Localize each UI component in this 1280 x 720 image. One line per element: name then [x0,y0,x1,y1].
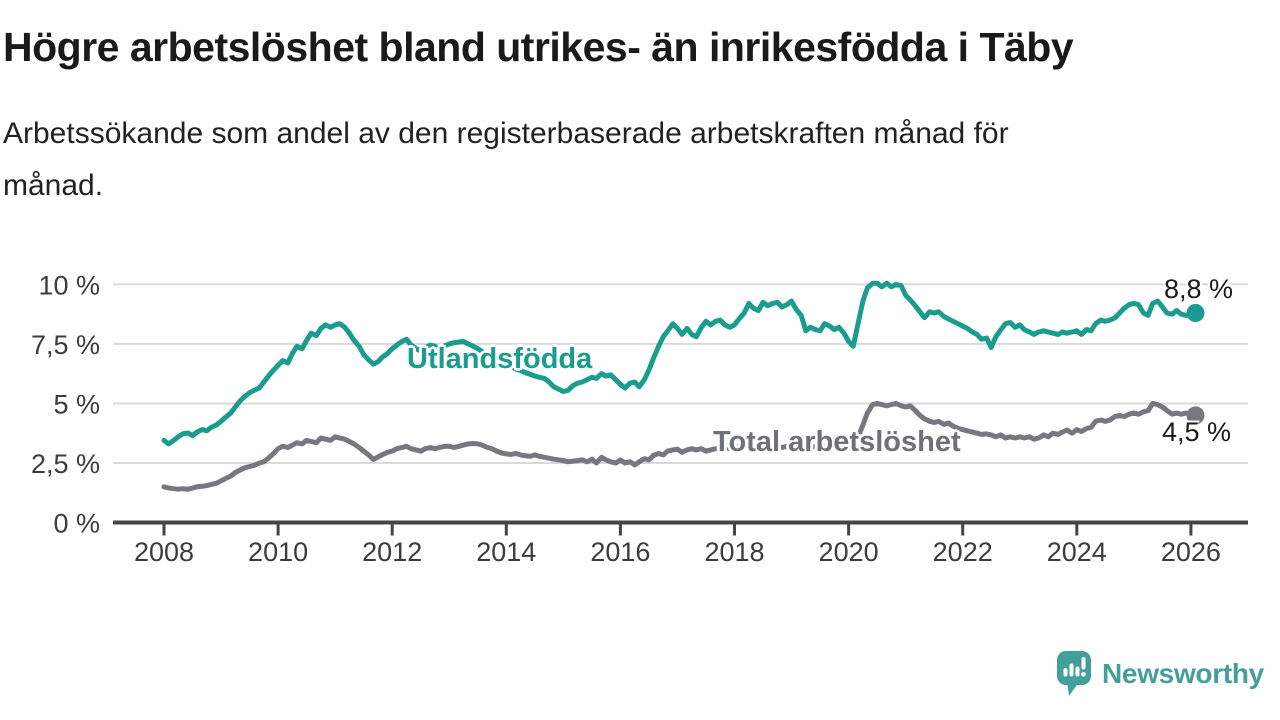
y-tick-label: 10 % [38,270,100,300]
y-tick-label: 5 % [53,389,100,419]
x-tick-label: 2018 [704,537,764,567]
chart-subtitle: Arbetssökande som andel av den registerb… [3,117,1009,202]
x-tick-label: 2008 [134,537,194,567]
y-tick-label: 0 % [53,509,100,539]
x-tick-label: 2010 [248,537,308,567]
line-utlandsfodda [161,280,1198,447]
series-label-total-arbetsloshet: Total arbetslöshet [713,426,961,458]
line-total [161,400,1198,492]
newsworthy-icon [1057,651,1091,696]
end-value-label-utlandsfodda: 8,8 % [1164,274,1234,304]
newsworthy-logo: Newsworthy [1056,650,1264,697]
line-chart-canvas: 10 % 7,5 % 5 % 2,5 % 0 % 2008 2010 2012 2014 2016… [31,270,1248,567]
x-tick-label: 2022 [933,537,993,567]
series-label-utlandsfodda: Utlandsfödda [407,343,593,375]
x-tick-label: 2016 [590,537,650,567]
x-tick-label: 2020 [819,537,879,567]
newsworthy-wordmark: Newsworthy [1102,657,1264,689]
y-tick-label: 7,5 % [31,330,100,360]
x-tick-label: 2026 [1161,537,1221,567]
end-dot-total [1186,406,1205,425]
y-tick-label: 2,5 % [31,449,100,479]
page-title: Högre arbetslöshet bland utrikes- än inr… [3,24,1074,70]
end-dot-utlandsfodda [1186,304,1205,322]
x-tick-label: 2024 [1047,537,1107,567]
x-tick-label: 2014 [476,537,536,567]
end-value-label-total: 4,5 % [1162,417,1232,447]
x-tick-label: 2012 [362,537,422,567]
